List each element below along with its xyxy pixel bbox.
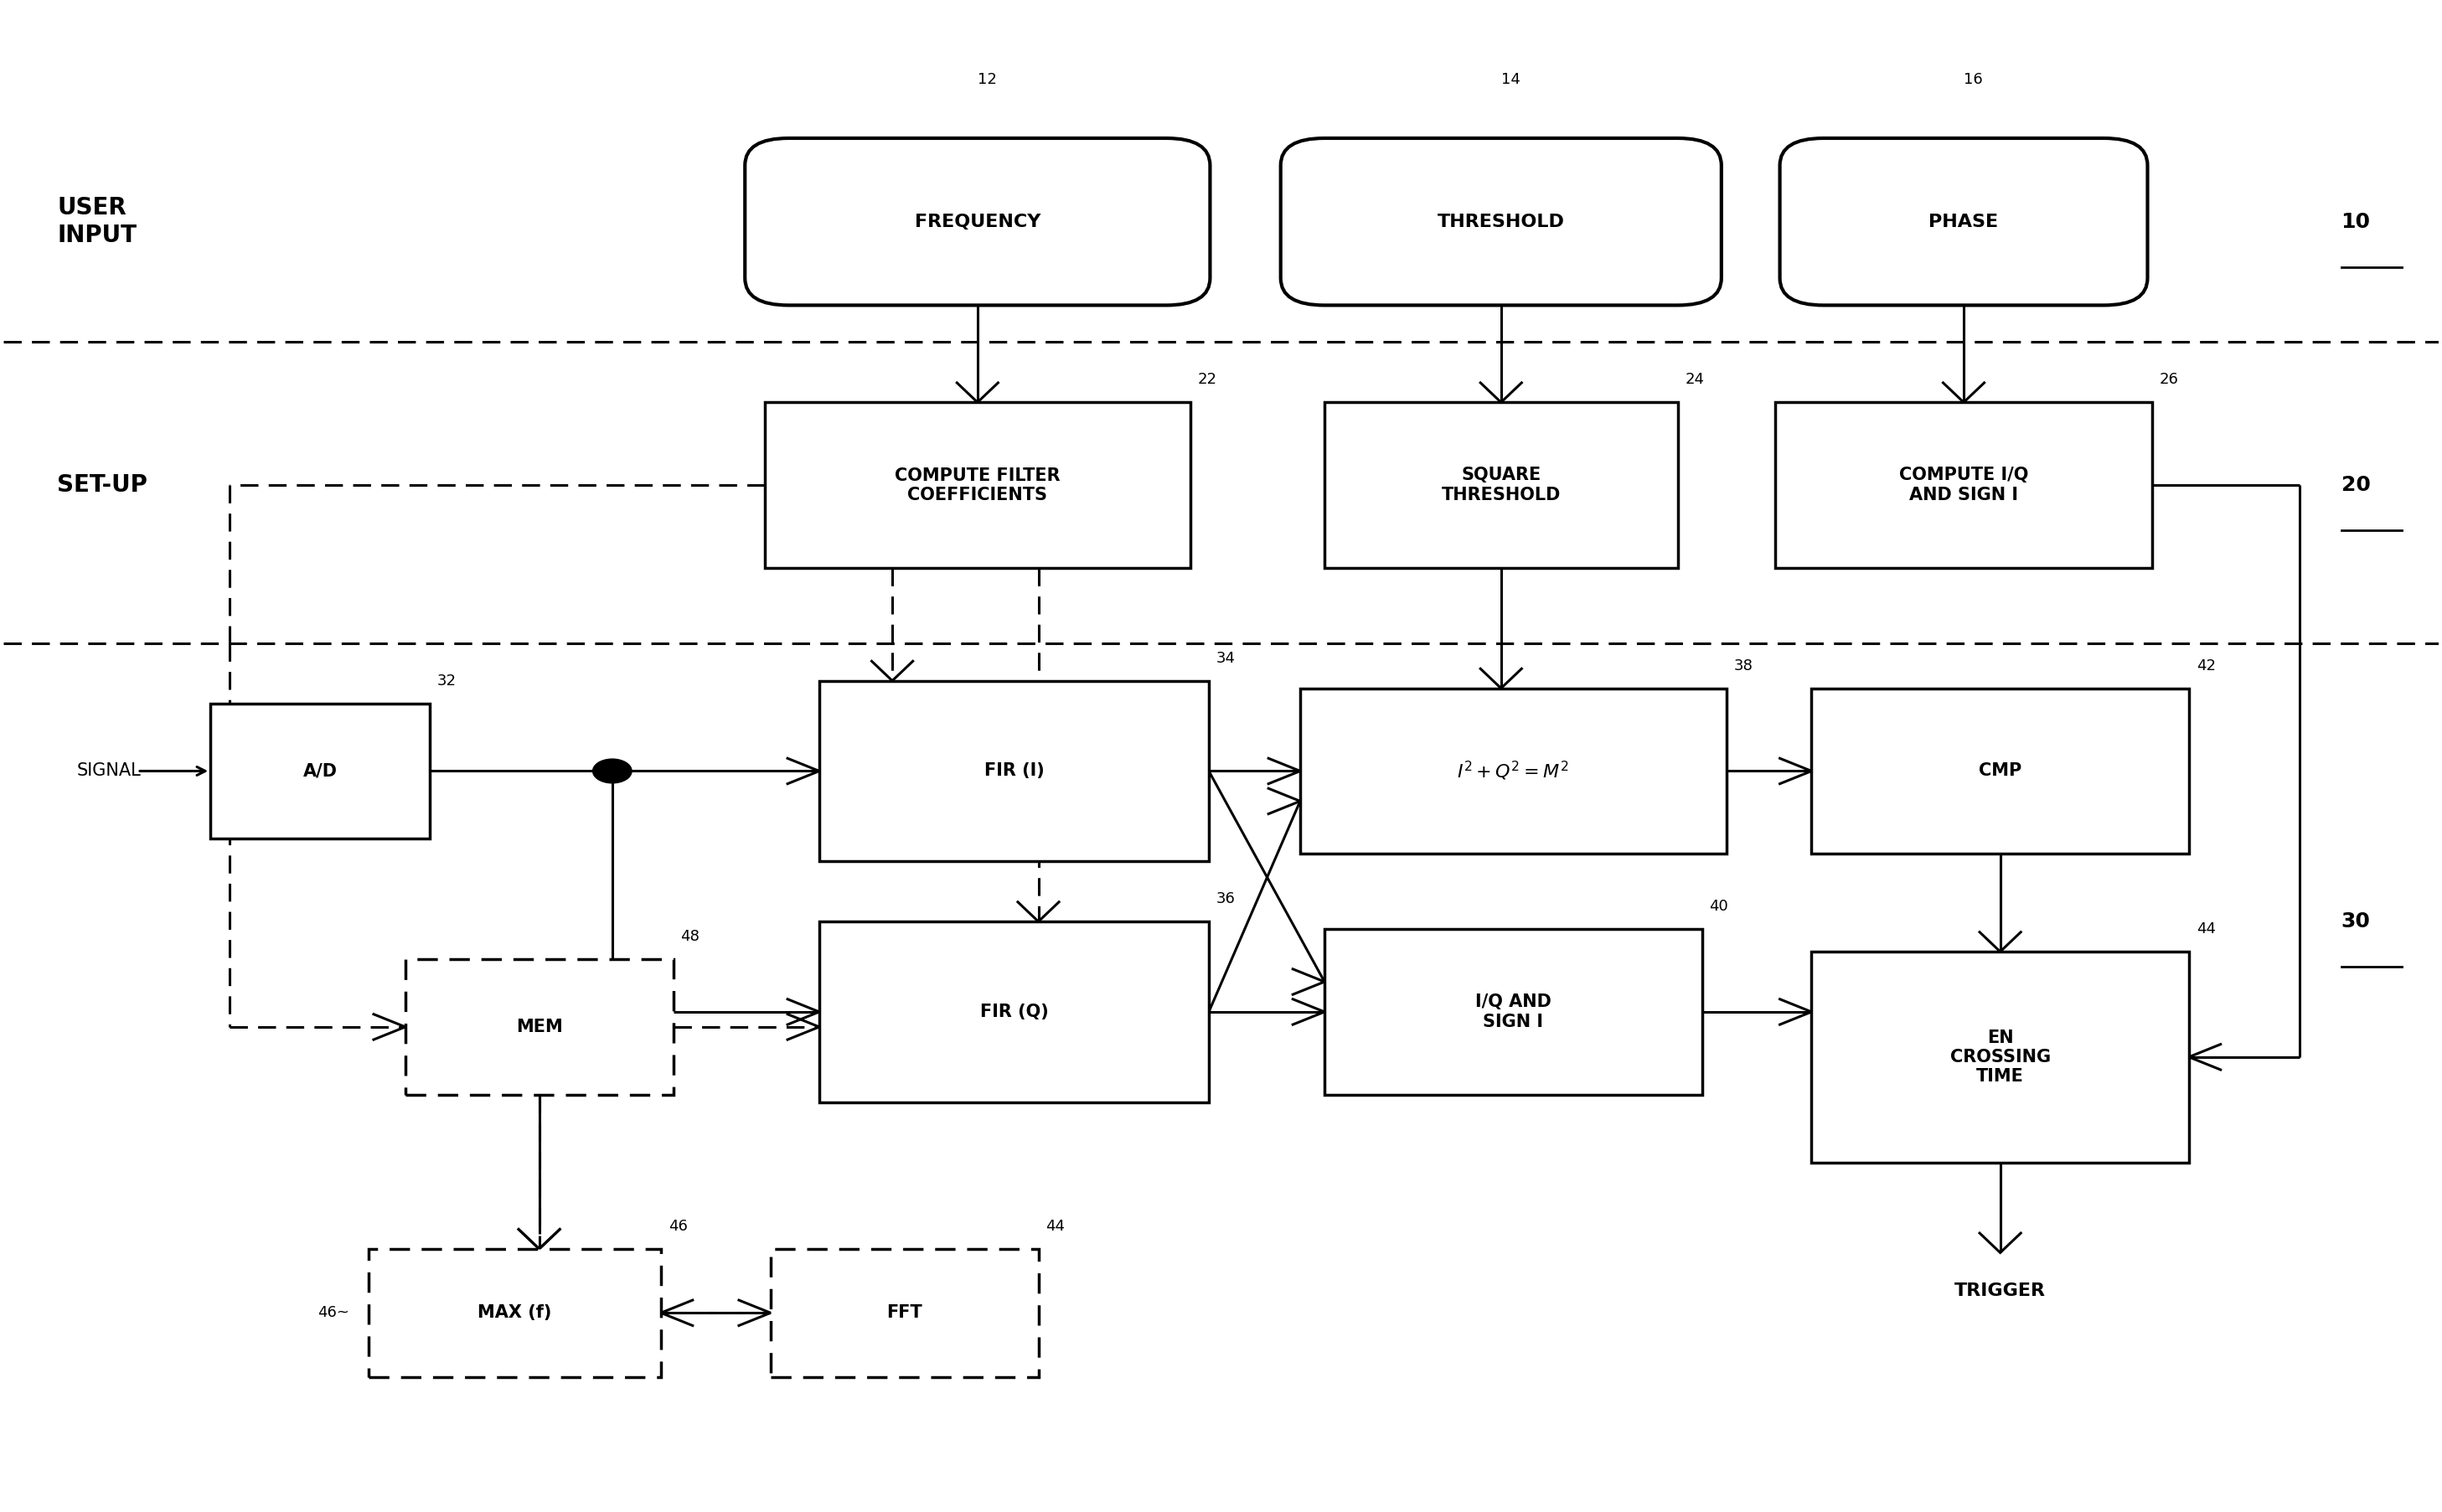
Bar [764, 402, 1192, 569]
Bar [1775, 402, 2151, 569]
Text: FREQUENCY: FREQUENCY [913, 213, 1040, 230]
Bar [369, 1249, 662, 1377]
Text: MAX (f): MAX (f) [479, 1305, 552, 1321]
Text: 10: 10 [2342, 212, 2371, 231]
Text: MEM: MEM [515, 1019, 562, 1036]
Text: 38: 38 [1734, 658, 1753, 673]
Text: THRESHOLD: THRESHOLD [1438, 213, 1565, 230]
Text: 16: 16 [1963, 73, 1983, 88]
Text: SIGNAL: SIGNAL [76, 762, 142, 779]
Text: 36: 36 [1216, 892, 1236, 907]
Text: 46~: 46~ [317, 1305, 349, 1320]
Text: USER
INPUT: USER INPUT [56, 197, 137, 246]
Text: 46: 46 [669, 1219, 686, 1234]
Text: 34: 34 [1216, 650, 1236, 665]
Text: 42: 42 [2195, 658, 2215, 673]
Circle shape [593, 759, 632, 783]
Text: I/Q AND
SIGN I: I/Q AND SIGN I [1475, 993, 1551, 1030]
Bar [1324, 402, 1678, 569]
Text: EN
CROSSING
TIME: EN CROSSING TIME [1949, 1030, 2051, 1084]
Text: SET-UP: SET-UP [56, 473, 147, 497]
Bar [772, 1249, 1038, 1377]
Text: FFT: FFT [886, 1305, 923, 1321]
Text: 48: 48 [681, 928, 698, 943]
Text: 14: 14 [1502, 73, 1521, 88]
Bar [210, 703, 430, 839]
Text: $I^2+Q^2=M^2$: $I^2+Q^2=M^2$ [1458, 759, 1570, 782]
Text: PHASE: PHASE [1929, 213, 1998, 230]
Text: 22: 22 [1199, 372, 1216, 387]
Text: 24: 24 [1685, 372, 1705, 387]
Text: 20: 20 [2342, 475, 2371, 494]
Text: SQUARE
THRESHOLD: SQUARE THRESHOLD [1441, 467, 1560, 503]
Bar [1324, 928, 1702, 1095]
Bar [405, 959, 674, 1095]
Bar [818, 680, 1209, 862]
Bar [1812, 951, 2188, 1163]
Bar [818, 921, 1209, 1102]
FancyBboxPatch shape [745, 138, 1211, 305]
Text: 30: 30 [2342, 912, 2371, 931]
Text: 44: 44 [1045, 1219, 1065, 1234]
Bar [1299, 688, 1726, 854]
Text: FIR (I): FIR (I) [984, 762, 1045, 779]
FancyBboxPatch shape [1280, 138, 1722, 305]
Text: TRIGGER: TRIGGER [1954, 1282, 2046, 1299]
Text: A/D: A/D [303, 762, 337, 779]
Text: 40: 40 [1709, 900, 1729, 915]
Bar [1812, 688, 2188, 854]
Text: 32: 32 [437, 673, 457, 688]
Text: 26: 26 [2159, 372, 2178, 387]
Text: CMP: CMP [1978, 762, 2022, 779]
FancyBboxPatch shape [1780, 138, 2147, 305]
Text: 12: 12 [977, 73, 996, 88]
Text: 44: 44 [2195, 921, 2215, 936]
Text: FIR (Q): FIR (Q) [979, 1004, 1048, 1021]
Text: COMPUTE I/Q
AND SIGN I: COMPUTE I/Q AND SIGN I [1900, 467, 2029, 503]
Text: COMPUTE FILTER
COEFFICIENTS: COMPUTE FILTER COEFFICIENTS [894, 467, 1060, 503]
